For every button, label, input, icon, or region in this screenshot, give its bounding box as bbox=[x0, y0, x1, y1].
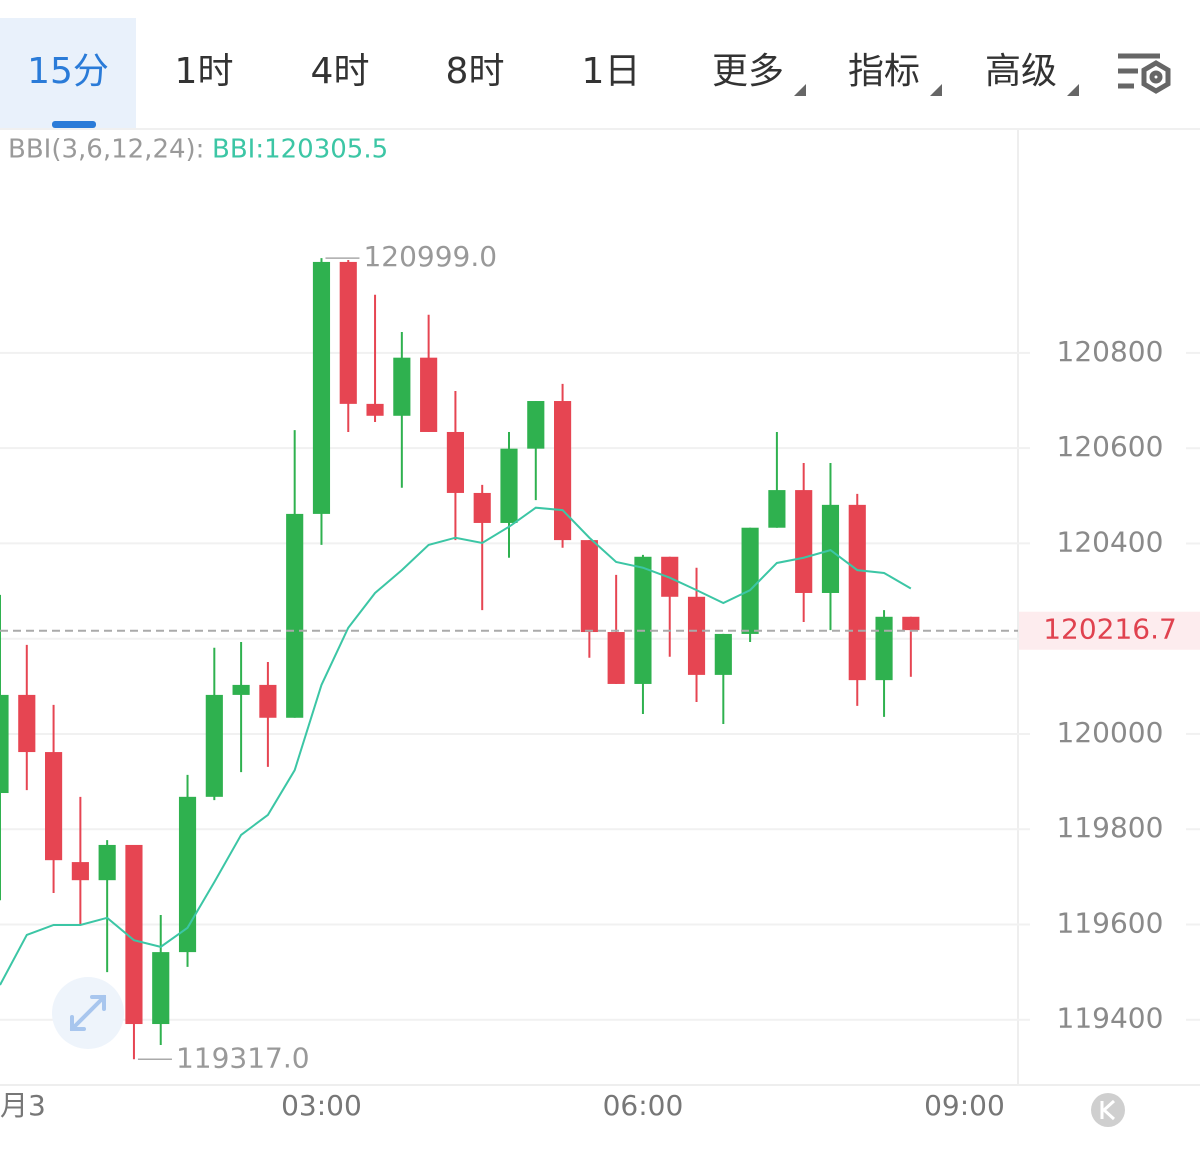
candle-body bbox=[0, 694, 9, 794]
candle-body bbox=[152, 952, 170, 1025]
candle-body bbox=[634, 556, 652, 684]
candle-body bbox=[607, 632, 625, 684]
tab[interactable]: 更多 bbox=[712, 51, 784, 92]
candle-body bbox=[768, 490, 786, 528]
candle-body bbox=[232, 684, 250, 695]
current-price-bg bbox=[1019, 611, 1200, 650]
candle-body bbox=[821, 504, 840, 593]
candle-body bbox=[366, 403, 384, 416]
candle-body bbox=[125, 844, 143, 1025]
candle-body bbox=[687, 596, 706, 675]
plot: 1194001196001198001200001202001204001206… bbox=[0, 240, 1200, 1122]
candle-body bbox=[473, 492, 491, 523]
candle-body bbox=[848, 504, 866, 681]
x-tick-label: 03:00 bbox=[281, 1089, 362, 1122]
candle-body bbox=[714, 633, 732, 675]
candle-body bbox=[178, 796, 197, 953]
expand-button[interactable] bbox=[52, 977, 124, 1049]
active-tab-indicator bbox=[52, 121, 96, 128]
settings-icon[interactable] bbox=[1118, 53, 1171, 94]
current-price-label: 120216.7 bbox=[1043, 613, 1177, 646]
candle-body bbox=[259, 684, 277, 718]
candle-body bbox=[446, 431, 464, 493]
dropdown-caret bbox=[1067, 84, 1079, 96]
indicator-value: BBI:120305.5 bbox=[212, 135, 388, 165]
tab[interactable]: 4时 bbox=[311, 51, 370, 92]
candle-body bbox=[554, 401, 572, 541]
y-tick-label: 120600 bbox=[1057, 430, 1164, 463]
y-tick-label: 120400 bbox=[1057, 525, 1164, 558]
candle-body bbox=[339, 261, 357, 404]
tab[interactable]: 8时 bbox=[446, 51, 505, 92]
annotation-label: 119317.0 bbox=[176, 1041, 310, 1074]
candle-body bbox=[18, 694, 36, 753]
x-tick-label: 月3 bbox=[0, 1089, 46, 1122]
indicator-params: BBI(3,6,12,24): bbox=[8, 135, 204, 165]
tab[interactable]: 1时 bbox=[175, 51, 234, 92]
candle-body bbox=[527, 401, 545, 449]
candle-body bbox=[71, 862, 89, 881]
indicator-line bbox=[0, 506, 912, 986]
candle-body bbox=[500, 448, 518, 523]
kline-button[interactable] bbox=[1091, 1093, 1125, 1127]
y-tick-label: 119800 bbox=[1057, 811, 1164, 844]
candle-body bbox=[45, 752, 63, 861]
candle-body bbox=[795, 490, 813, 593]
candle-body bbox=[312, 261, 331, 514]
candle-body bbox=[580, 540, 598, 633]
candle-body bbox=[741, 527, 759, 634]
candle-body bbox=[420, 357, 438, 432]
y-tick-label: 120000 bbox=[1057, 716, 1164, 749]
candle-body bbox=[98, 844, 116, 881]
tab[interactable]: 指标 bbox=[848, 51, 920, 92]
candle-body bbox=[902, 616, 920, 631]
candle-body bbox=[393, 357, 411, 416]
tab[interactable]: 1日 bbox=[582, 51, 641, 92]
tab[interactable]: 高级 bbox=[985, 51, 1057, 92]
dropdown-caret bbox=[794, 84, 806, 96]
x-tick-label: 06:00 bbox=[603, 1089, 684, 1122]
candle-body bbox=[875, 616, 893, 681]
y-tick-label: 119400 bbox=[1057, 1002, 1164, 1035]
y-tick-label: 120800 bbox=[1057, 335, 1164, 368]
annotation-label: 120999.0 bbox=[363, 240, 497, 273]
active-tab-bg bbox=[0, 18, 136, 128]
candle-body bbox=[286, 513, 304, 718]
dropdown-caret bbox=[930, 84, 942, 96]
x-tick-label: 09:00 bbox=[924, 1089, 1005, 1122]
candle-body bbox=[205, 694, 223, 797]
tab[interactable]: 15分 bbox=[27, 51, 109, 92]
y-tick-label: 119600 bbox=[1057, 906, 1164, 939]
